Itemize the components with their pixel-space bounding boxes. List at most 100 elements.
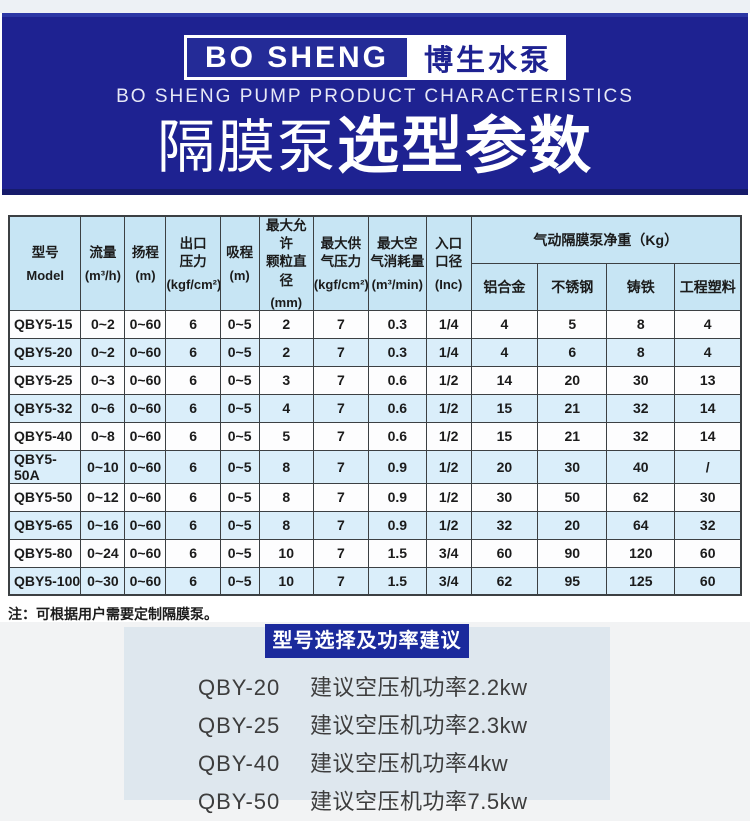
value-cell: 0~5 bbox=[219, 538, 260, 568]
model-cell: QBY5-25 bbox=[8, 365, 82, 395]
spec-table-head: 型号 Model 流量 (m³/h) 扬程 (m) 出口 压力 (kgf/cm²) 吸程 (m) 最… bbox=[8, 215, 742, 311]
value-cell: 8 bbox=[258, 510, 314, 540]
logo-en-text: BO SHENG bbox=[183, 35, 410, 80]
value-cell: 0.6 bbox=[367, 393, 427, 423]
value-cell: 14 bbox=[674, 393, 742, 423]
column-label: 吸程 bbox=[226, 245, 254, 261]
value-cell: 8 bbox=[606, 337, 676, 367]
model-cell: QBY5-50 bbox=[8, 482, 82, 512]
value-cell: 6 bbox=[165, 510, 221, 540]
value-cell: 62 bbox=[470, 566, 539, 596]
value-cell: 0~60 bbox=[124, 337, 167, 367]
value-cell: 6 bbox=[165, 365, 221, 395]
column-header: 最大空 气消耗量 (m³/min) bbox=[367, 215, 427, 311]
column-unit: (m) bbox=[135, 267, 156, 283]
value-cell: 7 bbox=[312, 538, 369, 568]
value-cell: / bbox=[674, 449, 742, 484]
value-cell: 30 bbox=[537, 449, 608, 484]
value-cell: 8 bbox=[258, 482, 314, 512]
value-cell: 7 bbox=[312, 309, 369, 339]
column-header: 型号 Model bbox=[8, 215, 82, 311]
recommendation-text: 建议空压机功率2.2kw bbox=[310, 675, 528, 700]
value-cell: 13 bbox=[674, 365, 742, 395]
value-cell: 6 bbox=[165, 538, 221, 568]
column-unit: (m) bbox=[229, 267, 250, 283]
value-cell: 32 bbox=[674, 510, 742, 540]
value-cell: 0~60 bbox=[124, 309, 167, 339]
value-cell: 5 bbox=[258, 421, 314, 451]
table-row: QBY5-25 0~3 0~60 6 0~5 3 7 0.6 1/2 14 20 30 13 bbox=[8, 365, 742, 395]
value-cell: 15 bbox=[470, 393, 539, 423]
table-row: QBY5-40 0~8 0~60 6 0~5 5 7 0.6 1/2 15 21 32 14 bbox=[8, 421, 742, 451]
model-cell: QBY5-15 bbox=[8, 309, 82, 339]
banner-subtitle: BO SHENG PUMP PRODUCT CHARACTERISTICS bbox=[116, 86, 634, 107]
value-cell: 0.6 bbox=[367, 421, 427, 451]
column-unit: (m³/min) bbox=[371, 276, 423, 292]
recommendation-text: 建议空压机功率2.3kw bbox=[310, 713, 528, 738]
value-cell: 6 bbox=[165, 449, 221, 484]
spec-table-wrap: 型号 Model 流量 (m³/h) 扬程 (m) 出口 压力 (kgf/cm²) 吸程 (m) 最… bbox=[8, 215, 742, 597]
value-cell: 0.6 bbox=[367, 365, 427, 395]
model-cell: QBY5-32 bbox=[8, 393, 82, 423]
recommendation-model: QBY-50 bbox=[198, 789, 281, 814]
value-cell: 3/4 bbox=[425, 566, 472, 596]
value-cell: 1/4 bbox=[425, 309, 472, 339]
value-cell: 0~60 bbox=[124, 482, 167, 512]
value-cell: 0~8 bbox=[80, 421, 126, 451]
value-cell: 90 bbox=[537, 538, 608, 568]
value-cell: 120 bbox=[606, 538, 676, 568]
column-label: 入口 口径 bbox=[435, 236, 463, 270]
table-row: QBY5-65 0~16 0~60 6 0~5 8 7 0.9 1/2 32 20 64 32 bbox=[8, 510, 742, 540]
value-cell: 60 bbox=[674, 566, 742, 596]
recommendation-text: 建议空压机功率7.5kw bbox=[310, 789, 528, 814]
value-cell: 0~60 bbox=[124, 421, 167, 451]
value-cell: 21 bbox=[537, 393, 608, 423]
value-cell: 7 bbox=[312, 566, 369, 596]
recommendation-model: QBY-20 bbox=[198, 675, 281, 700]
value-cell: 0~60 bbox=[124, 510, 167, 540]
table-row: QBY5-32 0~6 0~60 6 0~5 4 7 0.6 1/2 15 21 32 14 bbox=[8, 393, 742, 423]
table-row: QBY5-100 0~30 0~60 6 0~5 10 7 1.5 3/4 62 95 125 60 bbox=[8, 566, 742, 596]
table-row: QBY5-20 0~2 0~60 6 0~5 2 7 0.3 1/4 4 6 8 4 bbox=[8, 337, 742, 367]
value-cell: 0~5 bbox=[219, 510, 260, 540]
value-cell: 20 bbox=[537, 510, 608, 540]
table-row: QBY5-15 0~2 0~60 6 0~5 2 7 0.3 1/4 4 5 8 4 bbox=[8, 309, 742, 339]
model-cell: QBY5-65 bbox=[8, 510, 82, 540]
value-cell: 0~5 bbox=[219, 393, 260, 423]
value-cell: 50 bbox=[537, 482, 608, 512]
value-cell: 21 bbox=[537, 421, 608, 451]
value-cell: 0~60 bbox=[124, 566, 167, 596]
value-cell: 60 bbox=[470, 538, 539, 568]
value-cell: 0.3 bbox=[367, 309, 427, 339]
value-cell: 0.9 bbox=[367, 510, 427, 540]
value-cell: 125 bbox=[606, 566, 676, 596]
table-header-row-2: 铝合金 不锈钢 铸铁 工程塑料 bbox=[9, 262, 742, 311]
page-title-light: 隔膜泵 bbox=[156, 115, 337, 180]
value-cell: 6 bbox=[165, 482, 221, 512]
spec-table-body: QBY5-15 0~2 0~60 6 0~5 2 7 0.3 1/4 4 5 8 4 QBY5-20 0~2… bbox=[8, 309, 742, 596]
value-cell: 0~12 bbox=[80, 482, 126, 512]
value-cell: 0~6 bbox=[80, 393, 126, 423]
table-header-row-1: 型号 Model 流量 (m³/h) 扬程 (m) 出口 压力 (kgf/cm²) 吸程 (m) 最… bbox=[8, 215, 742, 311]
value-cell: 1.5 bbox=[367, 566, 427, 596]
value-cell: 32 bbox=[470, 510, 539, 540]
column-header: 吸程 (m) bbox=[219, 215, 260, 311]
value-cell: 6 bbox=[165, 566, 221, 596]
logo-cn-text: 博生水泵 bbox=[410, 35, 567, 80]
value-cell: 7 bbox=[312, 365, 369, 395]
column-header: 入口 口径 (Inc) bbox=[425, 215, 472, 311]
value-cell: 0~5 bbox=[219, 421, 260, 451]
table-row: QBY5-80 0~24 0~60 6 0~5 10 7 1.5 3/4 60 90 120 60 bbox=[8, 538, 742, 568]
value-cell: 0.9 bbox=[367, 449, 427, 484]
page-title: 隔膜泵选型参数 bbox=[2, 110, 748, 189]
value-cell: 10 bbox=[258, 538, 314, 568]
bottom-area: 型号选择及功率建议 QBY-20 建议空压机功率2.2kw QBY-25 建议空压机功… bbox=[0, 622, 750, 821]
spec-table: 型号 Model 流量 (m³/h) 扬程 (m) 出口 压力 (kgf/cm²) 吸程 (m) 最… bbox=[8, 215, 742, 597]
model-cell: QBY5-50A bbox=[8, 449, 82, 484]
value-cell: 20 bbox=[537, 365, 608, 395]
value-cell: 62 bbox=[606, 482, 676, 512]
value-cell: 6 bbox=[537, 337, 608, 367]
brand-logo: BO SHENG 博生水泵 bbox=[183, 35, 567, 80]
value-cell: 0~16 bbox=[80, 510, 126, 540]
model-cell: QBY5-40 bbox=[8, 421, 82, 451]
